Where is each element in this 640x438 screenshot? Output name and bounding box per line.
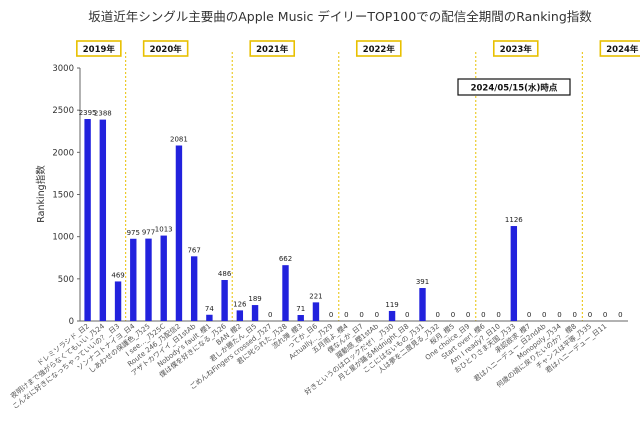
year-label: 2021年 — [256, 44, 289, 55]
bar — [388, 310, 396, 321]
value-label: 662 — [279, 255, 292, 263]
value-label: 391 — [416, 278, 429, 286]
bar — [130, 238, 137, 321]
bars — [84, 119, 518, 321]
bar — [510, 226, 518, 321]
y-tick-label: 3000 — [52, 64, 74, 74]
value-label: 0 — [435, 311, 439, 319]
year-label: 2019年 — [83, 44, 116, 55]
year-label-box — [599, 40, 640, 57]
value-label: 2388 — [94, 110, 112, 118]
chart-title: 坂道近年シングル主要曲のApple Music デイリーTOP100での配信全期… — [88, 9, 592, 24]
y-axis: 0 500 1000 1500 2000 2500 3000 — [52, 64, 628, 327]
value-label: 486 — [218, 270, 232, 278]
value-label: 0 — [268, 311, 272, 319]
bar — [419, 288, 426, 321]
y-tick-label: 1500 — [52, 191, 74, 201]
value-label: 0 — [481, 311, 485, 319]
year-label-box — [492, 40, 539, 57]
value-label: 189 — [248, 295, 261, 303]
value-label: 0 — [466, 311, 470, 319]
value-label: 1126 — [505, 216, 523, 224]
value-label: 1013 — [155, 226, 173, 234]
x-tick-labels: ドレミソラシド_日2夜明けまで強がらなくてもいい_乃24こんなに好きになっちゃっ… — [9, 321, 609, 411]
year-label-box — [355, 40, 402, 57]
value-label: 0 — [588, 311, 592, 319]
value-label: 0 — [572, 311, 576, 319]
value-label: 0 — [451, 311, 455, 319]
y-tick-label: 2500 — [52, 106, 74, 116]
value-label: 126 — [233, 300, 247, 308]
bar — [282, 265, 289, 321]
y-tick-label: 0 — [69, 317, 74, 327]
y-tick-label: 1000 — [52, 233, 74, 243]
value-label: 977 — [142, 229, 155, 237]
year-divider-lines — [125, 52, 583, 321]
value-label: 0 — [542, 311, 546, 319]
y-tick-label: 500 — [58, 275, 74, 285]
bar — [206, 314, 213, 321]
value-label: 767 — [187, 246, 200, 254]
year-label-box — [76, 40, 122, 57]
year-label: 2020年 — [150, 44, 183, 55]
value-label: 2081 — [170, 136, 188, 144]
value-label: 119 — [385, 301, 398, 309]
value-label: 74 — [205, 305, 214, 313]
year-label-box — [249, 40, 296, 57]
y-tick-label: 2000 — [52, 148, 74, 158]
bar — [190, 256, 198, 321]
value-label: 0 — [359, 311, 363, 319]
year-label-box — [142, 40, 189, 57]
value-label: 0 — [329, 311, 333, 319]
bar — [312, 302, 320, 321]
bar — [145, 238, 152, 321]
year-label: 2023年 — [500, 44, 533, 55]
value-label: 0 — [405, 311, 409, 319]
value-label: 221 — [309, 292, 322, 300]
bar — [175, 145, 183, 321]
value-label: 0 — [527, 311, 531, 319]
value-label: 0 — [344, 311, 348, 319]
year-label: 2022年 — [363, 44, 396, 55]
year-label: 2024年 — [606, 44, 639, 55]
bar — [221, 280, 228, 321]
x-tick-label: こんなに好きになっちゃっていいの？_日3 — [10, 321, 121, 410]
bar — [84, 119, 91, 321]
value-label: 0 — [496, 311, 500, 319]
value-label: 0 — [557, 311, 561, 319]
bar — [114, 281, 122, 321]
annotation-text: 2024/05/15(水)時点 — [471, 83, 558, 94]
bar — [251, 305, 259, 321]
value-label: 975 — [127, 229, 140, 237]
value-label: 71 — [296, 305, 305, 313]
bar — [297, 315, 304, 321]
value-label: 469 — [111, 271, 124, 279]
bar — [236, 310, 244, 321]
annotation-box — [457, 78, 571, 96]
value-label: 0 — [618, 311, 622, 319]
value-label: 0 — [375, 311, 379, 319]
bar — [99, 119, 107, 321]
timestamp-annotation: 2024/05/15(水)時点 — [457, 78, 571, 96]
bar — [160, 235, 167, 321]
year-labels: 2019年 2020年 2021年 2022年 2023年 2024年 — [76, 40, 640, 57]
y-axis-label: Ranking指数 — [35, 165, 47, 223]
value-label: 2395 — [79, 109, 97, 117]
value-label: 0 — [603, 311, 607, 319]
